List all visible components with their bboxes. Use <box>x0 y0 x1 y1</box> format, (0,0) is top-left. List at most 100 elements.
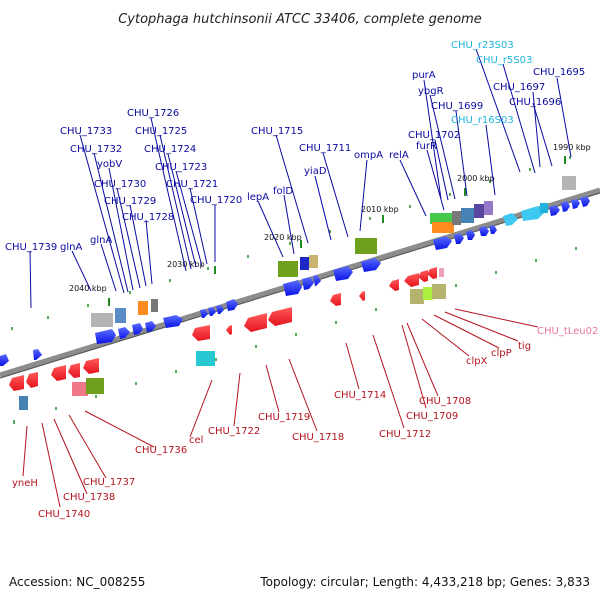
gene-arrow <box>244 313 267 332</box>
gene-label: CHU_1738 <box>63 492 115 503</box>
gene-label: CHU_r23S03 <box>451 40 514 51</box>
gene-label: CHU_1724 <box>144 144 196 155</box>
gene-arrow <box>51 365 66 381</box>
gene-arrow <box>361 258 381 272</box>
feature-box <box>452 211 461 225</box>
gene-arrow <box>163 315 183 328</box>
gene-label: CHU_1709 <box>406 411 458 422</box>
feature-box <box>423 287 433 300</box>
gene-arrow <box>83 358 99 374</box>
gene-arrow <box>95 329 116 344</box>
gene-label: purA <box>412 70 436 81</box>
gene-label: CHU_1718 <box>292 432 344 443</box>
gene-label: yiaD <box>304 166 327 177</box>
gene-arrow <box>0 354 9 366</box>
feature-box <box>19 396 28 410</box>
feature-box <box>309 255 318 268</box>
gene-label: yobV <box>97 159 122 170</box>
gene-label: CHU_1739 <box>5 242 57 253</box>
scale-label-2010: 2010 kbp <box>361 205 399 214</box>
feature-box <box>91 313 113 327</box>
gene-label: CHU_r16S03 <box>451 115 514 126</box>
feature-box <box>562 176 576 190</box>
feature-box <box>138 301 148 315</box>
gene-arrow <box>561 201 570 212</box>
gene-label: CHU_r5S03 <box>476 55 532 66</box>
gene-arrow <box>359 291 365 301</box>
gene-arrow <box>68 363 80 378</box>
gene-label: CHU_1696 <box>509 97 561 108</box>
gene-arrow <box>283 280 302 296</box>
gene-label: CHU_1737 <box>83 477 135 488</box>
gene-label: CHU_1736 <box>135 445 187 456</box>
feature-box <box>151 299 158 312</box>
gene-label: clpX <box>466 356 488 367</box>
gene-arrow <box>454 233 464 244</box>
gene-arrow <box>418 270 428 282</box>
rrna-arrow <box>521 206 545 221</box>
gene-arrow <box>333 266 353 281</box>
gene-label: CHU_1712 <box>379 429 431 440</box>
gene-label: yneH <box>12 478 38 489</box>
gene-label: furR <box>416 141 437 152</box>
feature-box <box>355 238 377 254</box>
gene-arrow <box>313 275 321 286</box>
gene-label: CHU_1699 <box>431 101 483 112</box>
scale-major-ticks <box>108 156 566 306</box>
gene-arrow <box>404 273 419 287</box>
gene-arrow <box>489 225 497 234</box>
scale-label-2040: 2040 kbp <box>69 284 107 293</box>
feature-box <box>410 289 424 304</box>
gene-label: CHU_1695 <box>533 67 585 78</box>
gene-label: CHU_1722 <box>208 426 260 437</box>
gene-arrow <box>330 293 341 306</box>
scale-label-2030: 2030 kbp <box>167 260 205 269</box>
gene-label: tig <box>518 341 531 352</box>
gene-arrow <box>9 375 24 391</box>
feature-box <box>430 213 454 224</box>
gene-arrow <box>479 226 489 236</box>
gene-label: CHU_1723 <box>155 162 207 173</box>
gene-arrow <box>433 236 452 250</box>
gene-label: lepA <box>247 192 269 203</box>
scale-label-2000: 2000 kbp <box>457 174 495 183</box>
feature-box <box>72 382 88 396</box>
gene-arrow <box>466 230 475 240</box>
forward-rna-and-cds-misc <box>91 176 576 327</box>
rrna-arrow <box>503 213 518 226</box>
gene-label: CHU_1702 <box>408 130 460 141</box>
gene-arrow <box>192 325 210 341</box>
feature-box <box>196 351 215 366</box>
accession-text: Accession: NC_008255 <box>9 575 145 589</box>
reverse-genes <box>9 267 437 391</box>
gene-arrow <box>580 196 590 207</box>
feature-box <box>432 222 454 233</box>
gene-arrow <box>226 299 238 311</box>
gene-label: glnA <box>60 242 82 253</box>
trna-box <box>439 268 444 277</box>
gene-label: CHU_1732 <box>70 144 122 155</box>
gene-label: CHU_1697 <box>493 82 545 93</box>
gene-arrow <box>268 307 292 326</box>
gene-label: CHU_1740 <box>38 509 90 520</box>
gene-arrow <box>302 277 314 290</box>
gene-label: relA <box>389 150 409 161</box>
feature-box <box>86 378 104 394</box>
gene-arrow <box>33 349 42 360</box>
gene-arrow <box>226 325 232 335</box>
gene-label: CHU_1729 <box>104 196 156 207</box>
gene-label: glnA <box>90 235 112 246</box>
forward-genes <box>0 196 590 366</box>
gene-arrow <box>208 307 216 316</box>
gene-label: CHU_tLeu02 <box>537 326 598 337</box>
gene-arrow <box>389 279 399 291</box>
gene-label: ybgR <box>418 86 444 97</box>
feature-box <box>474 204 484 218</box>
gene-label: CHU_1720 <box>190 195 242 206</box>
gene-label: CHU_1708 <box>419 396 471 407</box>
scale-label-1990: 1990 kbp <box>553 143 591 152</box>
feature-box <box>432 284 446 299</box>
scale-dots-forward <box>11 156 571 330</box>
forward-label-group: CHU_1739 glnA glnA CHU_1733 CHU_1732 yob… <box>5 40 585 253</box>
